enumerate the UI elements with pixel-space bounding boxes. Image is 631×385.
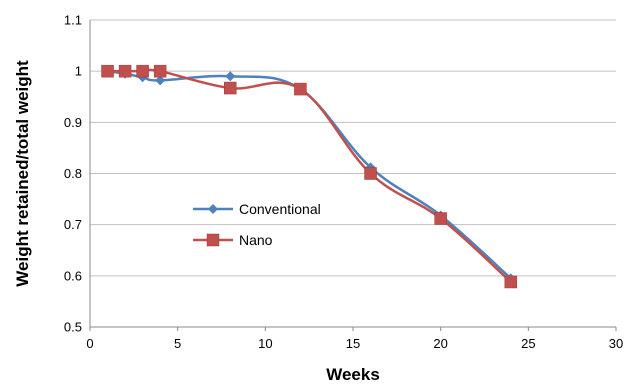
axes — [89, 20, 617, 331]
x-tick-label: 30 — [609, 336, 623, 351]
data-point-nano — [364, 167, 377, 180]
series-group — [101, 64, 518, 289]
tick-labels: 0.5 0.6 0.7 0.8 0.9 1 1.1 0 5 10 15 20 25 30 — [64, 13, 623, 352]
x-tick-label: 20 — [433, 336, 447, 351]
legend-swatch-marker — [206, 233, 220, 247]
data-point-nano — [101, 64, 114, 78]
x-tick-label: 5 — [174, 336, 181, 351]
y-axis-title: Weight retained/total weight — [13, 60, 32, 287]
legend-label: Nano — [239, 232, 273, 248]
series-conventional — [102, 66, 516, 284]
x-tick-label: 25 — [521, 336, 535, 351]
data-point-nano — [434, 212, 447, 225]
legend-item: Conventional — [193, 201, 321, 217]
y-tick-label: 1.1 — [64, 13, 82, 28]
x-tick-label: 10 — [258, 336, 272, 351]
y-tick-label: 0.9 — [64, 115, 82, 130]
data-point-nano — [294, 82, 307, 96]
y-tick-label: 0.8 — [64, 166, 82, 181]
legend-label: Conventional — [239, 201, 321, 217]
data-point-conventional — [225, 71, 236, 82]
legend-swatch-marker — [208, 204, 218, 214]
x-axis-title: Weeks — [326, 365, 380, 384]
series-line-conventional — [107, 69, 512, 280]
y-tick-label: 0.6 — [64, 268, 82, 283]
gridlines — [90, 19, 616, 277]
legend-item: Nano — [193, 232, 273, 248]
data-point-nano — [118, 64, 132, 78]
y-tick-label: 0.7 — [64, 217, 82, 232]
series-nano — [101, 64, 518, 289]
series-line-nano — [107, 68, 512, 283]
legend: Conventional Nano — [193, 201, 321, 248]
data-point-nano — [136, 64, 149, 78]
data-point-nano — [504, 275, 518, 289]
y-tick-label: 0.5 — [64, 320, 82, 335]
x-tick-label: 15 — [346, 336, 360, 351]
y-tick-label: 1 — [75, 64, 82, 79]
x-tick-label: 0 — [86, 336, 93, 351]
data-point-nano — [153, 64, 167, 78]
data-point-nano — [224, 81, 237, 95]
data-point-conventional — [155, 75, 166, 86]
